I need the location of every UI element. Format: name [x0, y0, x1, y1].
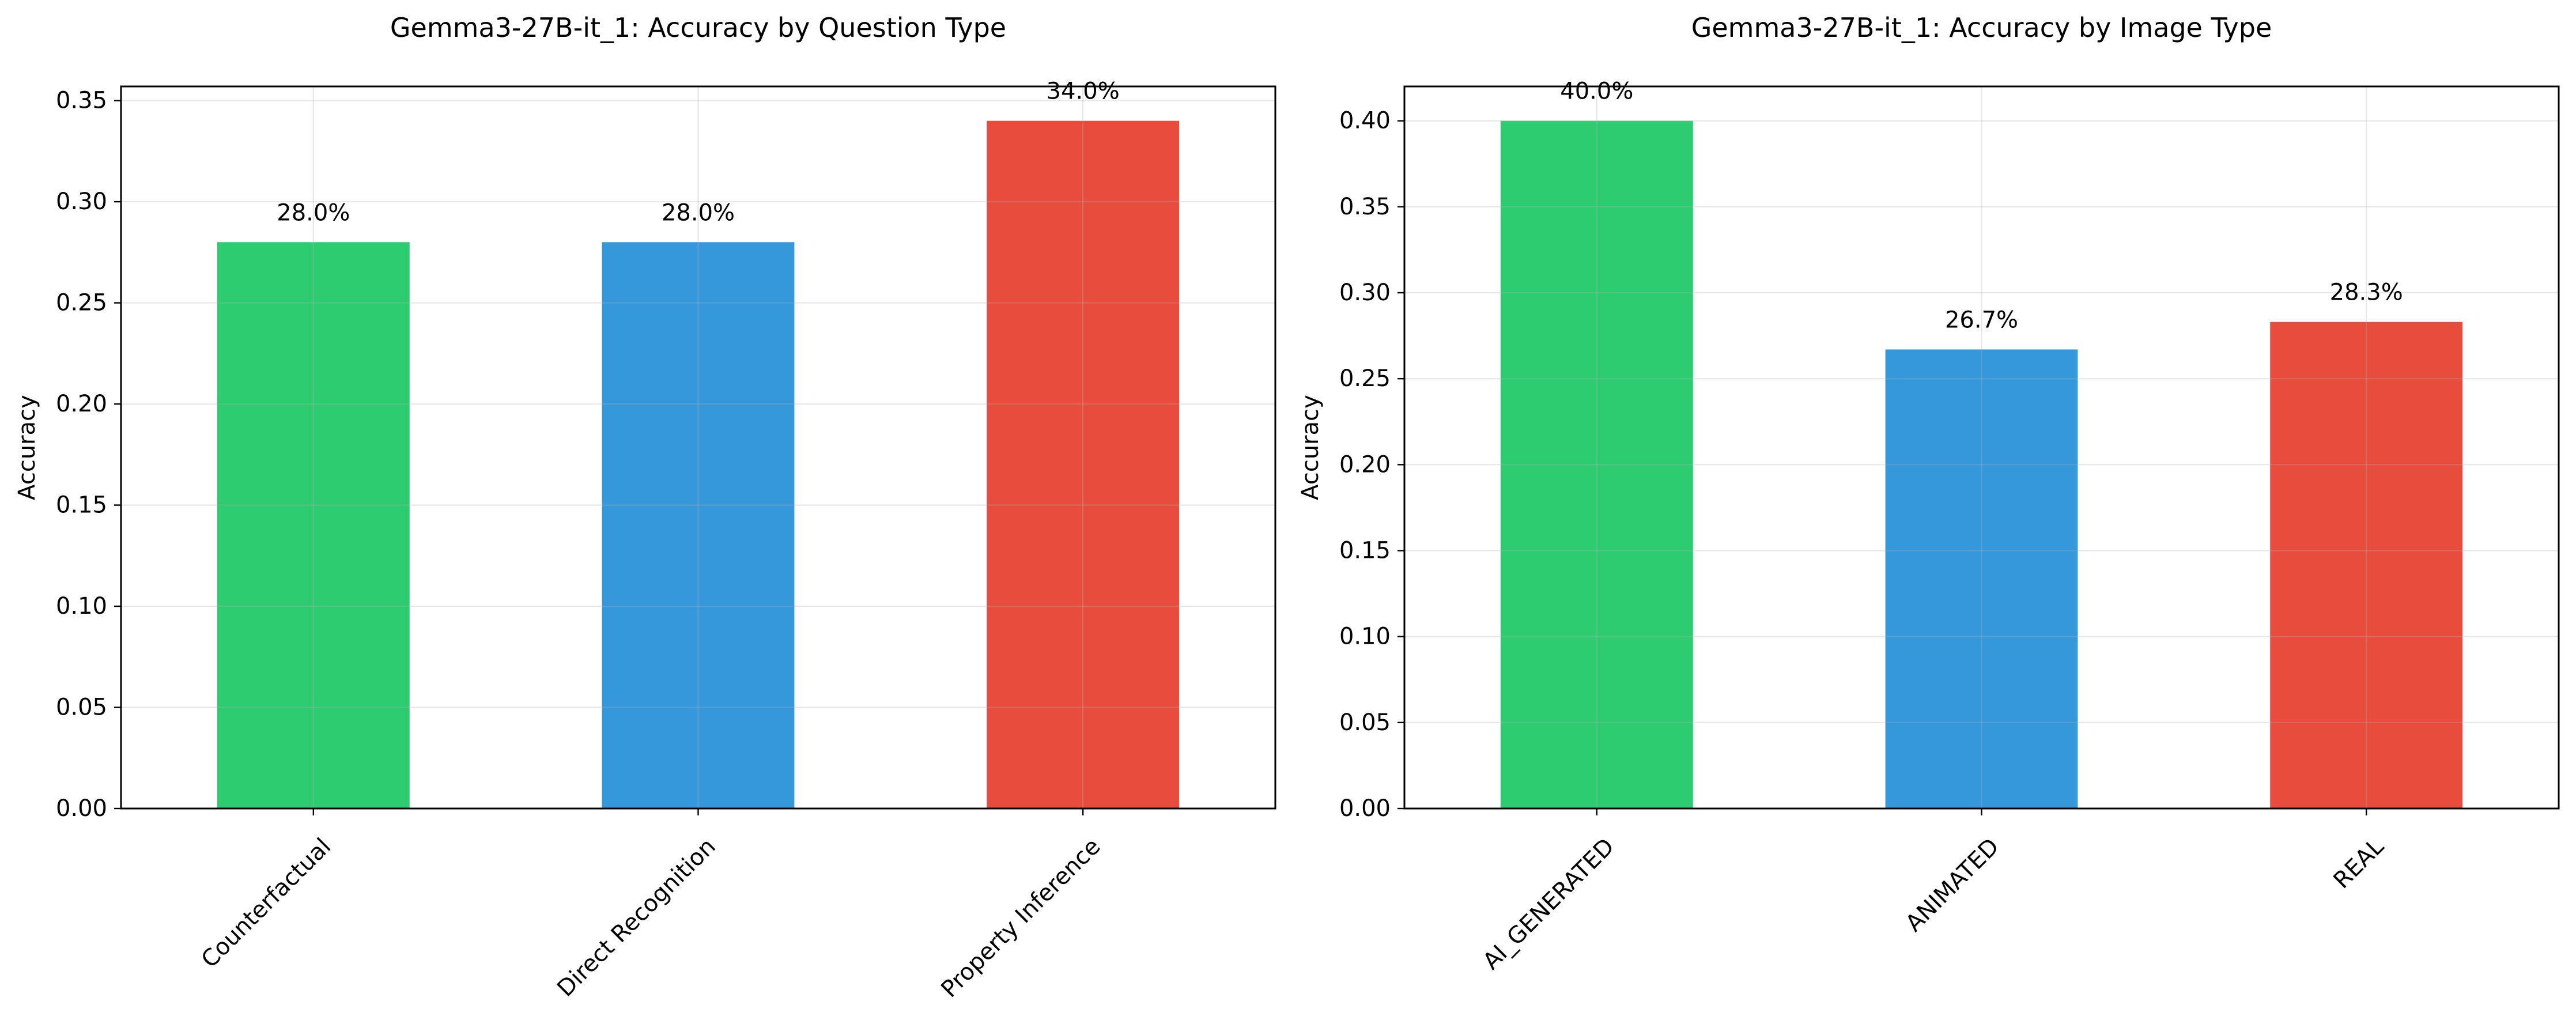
y-tick-label: 0.05: [56, 694, 107, 721]
bar-direct-recognition: [602, 242, 795, 809]
y-tick-label: 0.15: [1339, 538, 1391, 564]
y-tick-label: 0.10: [56, 593, 107, 619]
y-tick-label: 0.25: [56, 290, 107, 316]
y-tick-label: 0.35: [56, 88, 107, 114]
x-tick-label: Counterfactual: [197, 833, 337, 973]
chart-title: Gemma3-27B-it_1: Accuracy by Question Ty…: [390, 12, 1006, 43]
bar-value-label: 28.3%: [2330, 279, 2403, 306]
chart-title: Gemma3-27B-it_1: Accuracy by Image Type: [1691, 12, 2272, 43]
y-tick-label: 0.15: [56, 492, 107, 519]
x-tick-label: Direct Recognition: [552, 833, 721, 1002]
y-tick-label: 0.20: [56, 391, 107, 417]
y-axis-label: Accuracy: [1297, 395, 1324, 500]
y-tick-label: 0.00: [56, 795, 107, 822]
y-tick-label: 0.05: [1339, 709, 1391, 736]
y-tick-label: 0.30: [1339, 279, 1391, 306]
subplot-1: 0.00 0.05 0.10 0.15 0.20 0.25 0.30 0.35 Counterf…: [14, 12, 1276, 1003]
y-tick-label: 0.30: [56, 188, 107, 215]
y-tick-label: 0.35: [1339, 194, 1391, 220]
bar-real: [2270, 322, 2463, 809]
bar-value-label: 26.7%: [1945, 307, 2018, 333]
bar-counterfactual: [217, 242, 410, 809]
x-tick-label: AI_GENERATED: [1478, 833, 1620, 975]
bar-value-label: 34.0%: [1047, 78, 1120, 105]
y-tick-label: 0.25: [1339, 365, 1391, 392]
x-tick-label: Property Inference: [936, 833, 1105, 1003]
bar-value-label: 28.0%: [277, 199, 350, 226]
bar-animated: [1885, 349, 2078, 809]
subplot-2: 0.00 0.05 0.10 0.15 0.20 0.25 0.30 0.35 0.40 AI_G…: [1297, 12, 2560, 975]
y-tick-label: 0.00: [1339, 795, 1391, 822]
bar-value-label: 28.0%: [662, 199, 735, 226]
bar-ai-generated: [1500, 120, 1693, 809]
bar-property-inference: [987, 120, 1180, 809]
x-tick-label: REAL: [2328, 833, 2389, 894]
y-tick-label: 0.20: [1339, 451, 1391, 478]
y-tick-label: 0.40: [1339, 108, 1391, 134]
x-tick-label: ANIMATED: [1901, 833, 2004, 937]
y-axis-label: Accuracy: [14, 395, 40, 500]
bar-value-label: 40.0%: [1560, 78, 1633, 105]
y-tick-label: 0.10: [1339, 624, 1391, 650]
